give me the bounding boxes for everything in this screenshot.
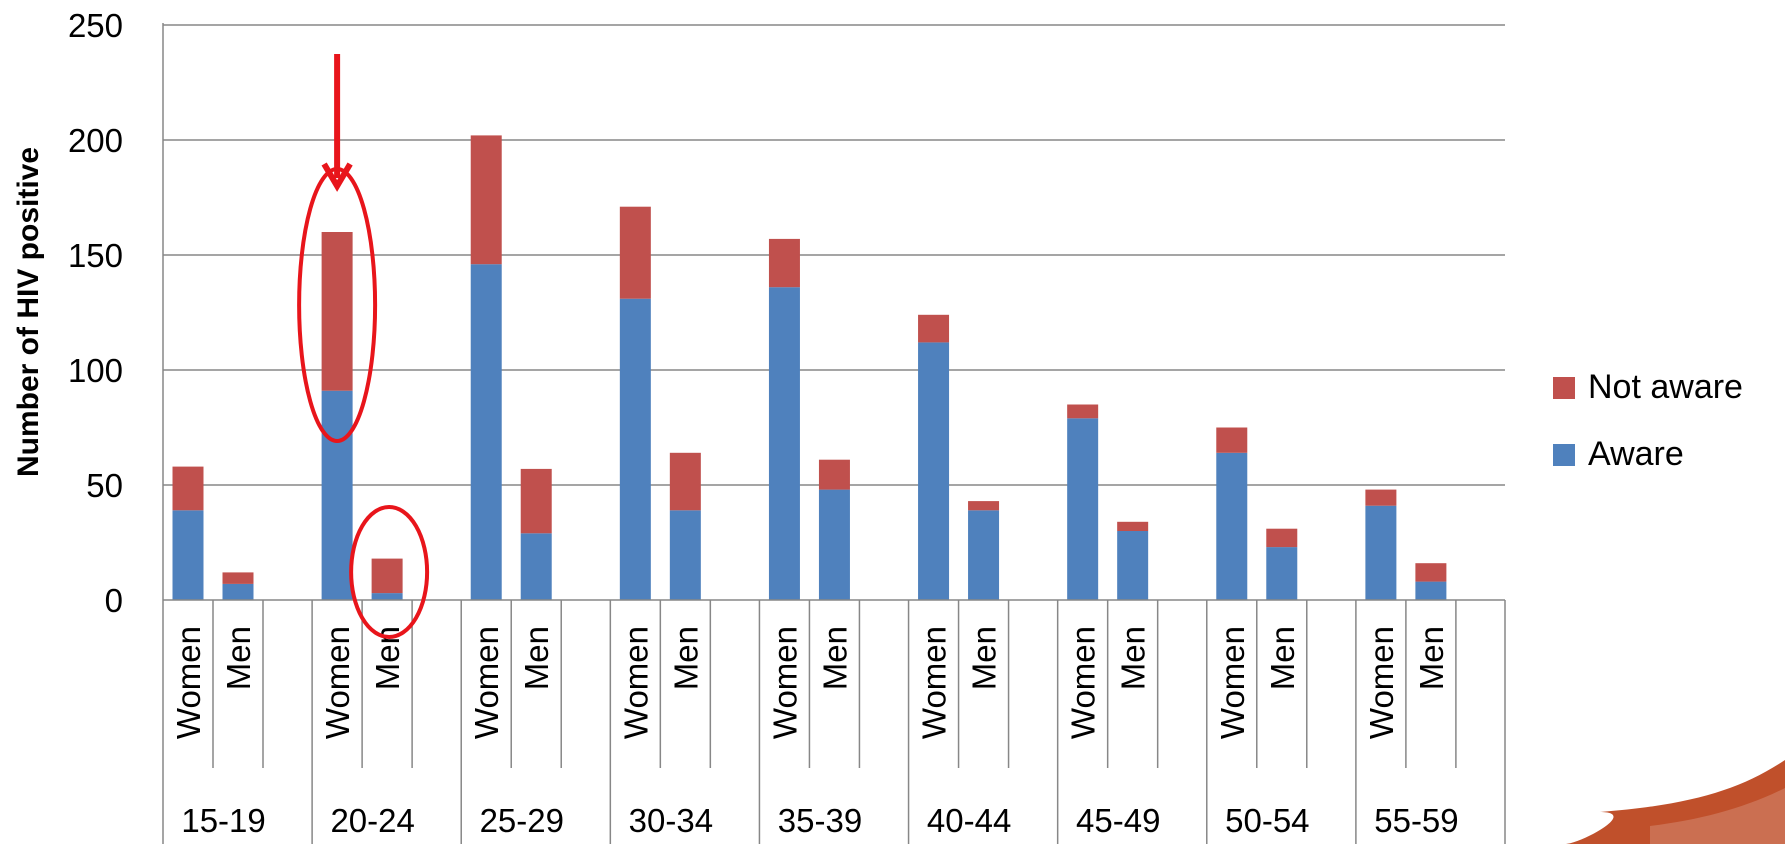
x-subcategory-label: Women <box>170 626 207 739</box>
bar-not-aware-30-34-women <box>619 206 651 299</box>
bar-aware-50-54-men <box>1266 547 1298 600</box>
x-subcategory-label: Women <box>1065 626 1102 739</box>
bar-aware-35-39-men <box>818 489 850 600</box>
bar-aware-20-24-women <box>321 390 353 600</box>
x-subcategory-label: Women <box>1363 626 1400 739</box>
x-subcategory-label: Women <box>319 626 356 739</box>
x-axis: Women Men 15-19 Women Men 20-24 Women Men 25-29 W… <box>162 599 1506 844</box>
bar-aware-45-49-women <box>1067 418 1099 600</box>
bar-aware-15-19-men <box>222 583 254 600</box>
bar-not-aware-20-24-men <box>371 558 403 594</box>
legend-label: Not aware <box>1588 368 1743 406</box>
bar-not-aware-25-29-women <box>470 135 502 265</box>
bar-aware-45-49-men <box>1117 531 1149 600</box>
y-tick-label: 100 <box>68 352 123 389</box>
legend: Not aware Aware <box>1553 368 1743 473</box>
x-subcategory-label: Men <box>667 626 704 690</box>
legend-swatch-not-aware <box>1553 377 1575 399</box>
bar-not-aware-25-29-men <box>520 468 552 534</box>
bars <box>172 135 1447 600</box>
bar-aware-15-19-women <box>172 510 204 600</box>
annotations <box>297 54 430 639</box>
highlight-ellipse-women <box>297 167 378 443</box>
bar-not-aware-50-54-women <box>1216 427 1248 453</box>
corner-swoosh <box>1565 760 1785 844</box>
x-group-label: 20-24 <box>330 802 414 839</box>
x-group-label: 40-44 <box>927 802 1011 839</box>
corner-swoosh-highlight <box>1650 788 1785 844</box>
bar-not-aware-55-59-men <box>1415 563 1447 582</box>
bar-aware-30-34-women <box>619 298 651 600</box>
legend-label: Aware <box>1588 435 1684 473</box>
x-subcategory-label: Men <box>1413 626 1450 690</box>
y-tick-label: 150 <box>68 237 123 274</box>
x-subcategory-label: Men <box>518 626 555 690</box>
x-subcategory-label: Women <box>1214 626 1251 739</box>
gridlines <box>162 23 1505 600</box>
x-subcategory-label: Women <box>468 626 505 739</box>
bar-not-aware-30-34-men <box>669 452 701 511</box>
y-tick-label: 50 <box>86 467 123 504</box>
bar-not-aware-45-49-men <box>1117 521 1149 531</box>
x-group-label: 30-34 <box>629 802 713 839</box>
bar-not-aware-40-44-men <box>968 501 1000 511</box>
highlight-ellipse-men <box>349 505 430 639</box>
y-tick-label: 0 <box>105 582 123 619</box>
y-tick-label: 200 <box>68 122 123 159</box>
bar-not-aware-50-54-men <box>1266 528 1298 548</box>
bar-not-aware-15-19-women <box>172 466 204 511</box>
x-group-label: 45-49 <box>1076 802 1160 839</box>
x-subcategory-label: Women <box>916 626 953 739</box>
x-group-label: 25-29 <box>480 802 564 839</box>
bar-not-aware-20-24-women <box>321 232 353 391</box>
y-tick-labels: 0 50 100 150 200 250 <box>68 7 123 619</box>
bar-not-aware-35-39-women <box>768 238 800 288</box>
bar-not-aware-40-44-women <box>918 314 950 343</box>
bar-aware-55-59-men <box>1415 581 1447 600</box>
bar-not-aware-55-59-women <box>1365 489 1397 506</box>
y-axis-label: Number of HIV positive <box>12 147 45 477</box>
bar-aware-50-54-women <box>1216 452 1248 600</box>
bar-aware-40-44-men <box>968 510 1000 600</box>
x-subcategory-label: Men <box>220 626 257 690</box>
x-group-label: 55-59 <box>1374 802 1458 839</box>
legend-swatch-aware <box>1553 444 1575 466</box>
x-group-label: 35-39 <box>778 802 862 839</box>
bar-not-aware-15-19-men <box>222 572 254 584</box>
y-tick-label: 250 <box>68 7 123 44</box>
x-subcategory-label: Men <box>816 626 853 690</box>
x-group-label: 15-19 <box>181 802 265 839</box>
bar-aware-55-59-women <box>1365 505 1397 600</box>
x-subcategory-label: Men <box>966 626 1003 690</box>
corner-decoration <box>1565 760 1785 844</box>
x-subcategory-label: Women <box>617 626 654 739</box>
bar-not-aware-45-49-women <box>1067 404 1099 419</box>
bar-aware-25-29-men <box>520 533 552 600</box>
x-group-label: 50-54 <box>1225 802 1309 839</box>
x-subcategory-label: Men <box>1264 626 1301 690</box>
bar-aware-25-29-women <box>470 264 502 600</box>
x-subcategory-label: Men <box>1115 626 1152 690</box>
bar-not-aware-35-39-men <box>818 459 850 490</box>
bar-aware-35-39-women <box>768 287 800 600</box>
bar-aware-40-44-women <box>918 342 950 600</box>
bar-aware-30-34-men <box>669 510 701 600</box>
x-subcategory-label: Women <box>766 626 803 739</box>
bar-aware-20-24-men <box>371 593 403 600</box>
